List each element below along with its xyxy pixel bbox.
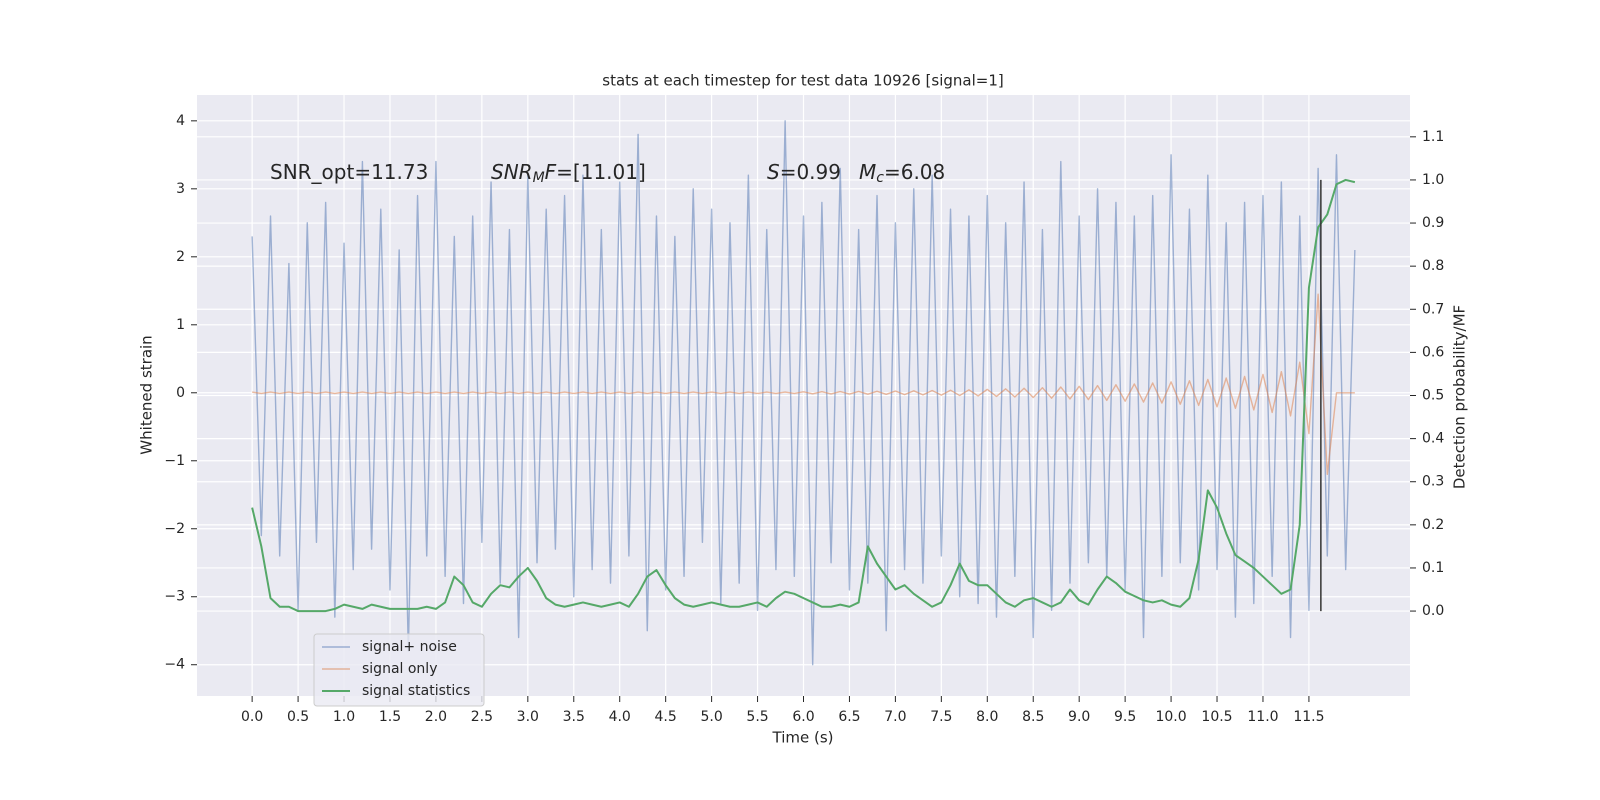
y2-tick-label: 0.6 (1422, 344, 1444, 360)
annotation-part: =0.99 (780, 160, 841, 184)
x-tick-label: 11.0 (1247, 709, 1278, 725)
annotation-part: SNR_opt=11.73 (270, 160, 428, 184)
annotation-part: SNR (491, 160, 533, 184)
x-tick-label: 10.5 (1201, 709, 1232, 725)
series-line (251, 178, 1356, 613)
annotation: SNRMF=[11.01] (491, 160, 646, 187)
x-tick-label: 8.5 (1022, 709, 1044, 725)
annotation: SNR_opt=11.73 (270, 160, 428, 184)
marks (251, 120, 1356, 666)
x-tick-label: 4.0 (609, 709, 631, 725)
x-tick-label: 7.0 (884, 709, 906, 725)
y-tick-label: 4 (176, 113, 185, 129)
x-tick-label: 2.5 (471, 709, 493, 725)
y-tick-label: −4 (164, 657, 185, 673)
annotation: Mc=6.08 (859, 160, 945, 187)
x-tick-label: 11.5 (1293, 709, 1324, 725)
y2-tick-label: 0.5 (1422, 388, 1444, 404)
y-tick-label: 1 (176, 317, 185, 333)
y2-tick-label: 1.0 (1422, 172, 1444, 188)
x-tick-label: 5.5 (746, 709, 768, 725)
x-tick-label: 3.5 (563, 709, 585, 725)
annotation-part: M (533, 170, 545, 186)
annotation-part: c (876, 170, 884, 186)
x-tick-label: 1.5 (379, 709, 401, 725)
x-tick-label: 4.5 (655, 709, 677, 725)
y-axis-label: Whitened strain (138, 335, 156, 454)
annotation: S=0.99 (767, 160, 841, 184)
y2-tick-label: 0.0 (1422, 603, 1444, 619)
x-tick-label: 0.0 (241, 709, 263, 725)
annotation-part: S (767, 160, 780, 184)
y2-tick-label: 0.1 (1422, 560, 1444, 576)
y-tick-label: 2 (176, 249, 185, 265)
annotation-part: =[11.01] (556, 160, 646, 184)
legend-label: signal only (362, 661, 437, 677)
x-tick-label: 10.0 (1155, 709, 1186, 725)
annotation-part: =6.08 (884, 160, 945, 184)
x-tick-label: 3.0 (517, 709, 539, 725)
x-tick-label: 0.5 (287, 709, 309, 725)
series-line (252, 293, 1355, 476)
series-line (251, 120, 1356, 666)
y2-tick-label: 0.8 (1422, 258, 1444, 274)
y-tick-label: −3 (164, 589, 185, 605)
x-axis-label: Time (s) (772, 729, 834, 747)
y2-tick-label: 0.3 (1422, 474, 1444, 490)
x-tick-label: 1.0 (333, 709, 355, 725)
y2-axis-label: Detection probability/MF (1451, 305, 1469, 489)
x-tick-label: 9.0 (1068, 709, 1090, 725)
x-tick-label: 8.0 (976, 709, 998, 725)
y2-tick-label: 0.7 (1422, 301, 1444, 317)
legend-label: signal statistics (362, 683, 470, 699)
x-tick-label: 9.5 (1114, 709, 1136, 725)
y-tick-label: 0 (176, 385, 185, 401)
y-tick-label: 3 (176, 181, 185, 197)
x-tick-label: 7.5 (930, 709, 952, 725)
x-tick-label: 6.0 (792, 709, 814, 725)
annotation-part: M (859, 160, 876, 184)
chart-title: stats at each timestep for test data 109… (602, 72, 1003, 90)
y2-tick-label: 0.9 (1422, 215, 1444, 231)
x-tick-label: 2.0 (425, 709, 447, 725)
annotation-part: F (545, 160, 557, 184)
legend-box (313, 633, 485, 707)
x-tick-label: 5.0 (700, 709, 722, 725)
legend-label: signal+ noise (362, 639, 457, 655)
x-tick-label: 6.5 (838, 709, 860, 725)
y2-tick-label: 1.1 (1422, 129, 1444, 145)
y-tick-label: −2 (164, 521, 185, 537)
y-tick-label: −1 (164, 453, 185, 469)
y2-tick-label: 0.2 (1422, 517, 1444, 533)
y2-tick-label: 0.4 (1422, 431, 1444, 447)
